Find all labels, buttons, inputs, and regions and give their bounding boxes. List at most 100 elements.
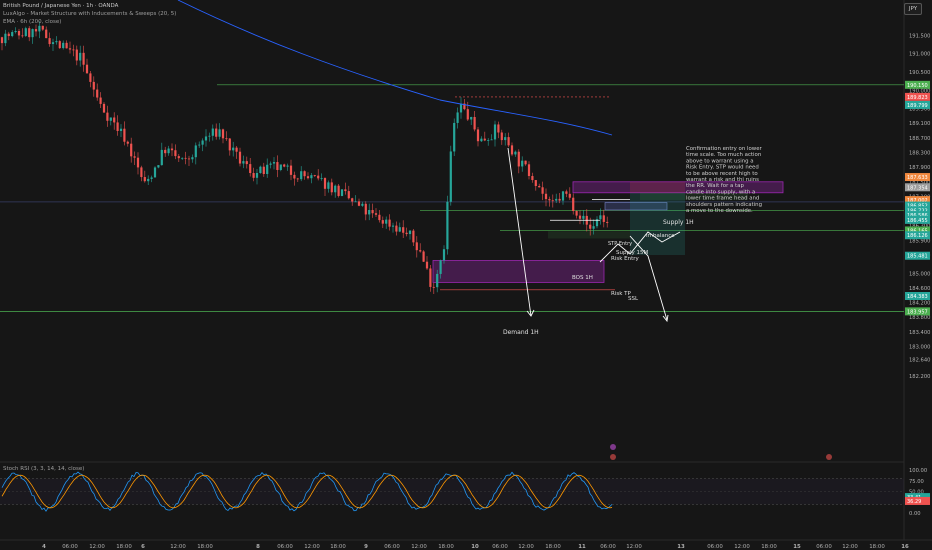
indicator-ema[interactable]: EMA · 6h (200, close) [3,19,62,25]
candle-body [194,145,197,158]
candle-body [436,273,439,288]
arrow-line [629,235,668,321]
price-tick: 191.500 [909,33,930,39]
candle-body [7,33,10,37]
candle-body [466,109,469,120]
currency-button[interactable]: JPY [904,3,922,15]
candle-body [17,30,21,36]
candle-body [38,25,41,32]
candle-body [412,230,415,243]
candle-body [276,162,279,170]
price-label: 187.354 [907,185,928,191]
candle-body [371,210,374,214]
candle-body [102,103,106,113]
candle-body [385,219,388,224]
confirmation-note: Confirmation entry on lower time scale. T… [686,146,763,214]
candle-body [41,25,44,30]
candle-body [24,28,27,36]
candle-body [143,177,146,182]
candle-body [92,81,95,90]
candle-body [442,249,446,261]
candle-body [96,89,99,98]
candle-body [320,178,323,179]
candle-body [429,268,432,287]
time-tick: 12:00 [304,544,320,550]
candle-body [289,165,293,175]
imbalance-zone [640,192,748,201]
candle-body [340,189,344,196]
price-label-badge [905,80,930,89]
price-tick: 187.900 [909,165,930,171]
stp-entry-label: STP Entry [608,241,632,247]
candle-body [269,163,272,165]
price-scale [904,0,932,550]
candle-body [204,136,208,141]
candle-body [99,97,102,104]
stoch-tick: 0.00 [909,511,921,517]
stoch-label: 36.29 [907,499,921,505]
indicator-stoch-rsi[interactable]: Stoch RSI (3, 3, 14, 14, close) [3,466,85,472]
candle-body [113,117,116,123]
price-label-badge [905,201,930,210]
candle-body [361,203,364,206]
time-tick: 4 [42,544,46,550]
candle-body [470,117,473,120]
price-tick: 184.200 [909,301,930,307]
candle-body [116,122,119,131]
candle-body [561,191,565,201]
candle-body [483,138,486,141]
candle-body [313,175,316,176]
candle-body [592,226,595,229]
candle-body [432,286,435,288]
candle-body [31,29,34,38]
candle-body [527,164,531,177]
candle-body [133,156,136,158]
candle-body [123,128,126,142]
candle-body [106,112,109,121]
stoch-tick: 50.00 [909,490,924,496]
main-pane [0,0,904,462]
price-tick: 191.000 [909,52,930,58]
time-tick: 06:00 [384,544,400,550]
time-tick: 18:00 [869,544,885,550]
candle-body [286,165,289,167]
supply-15m-zone [604,202,668,211]
time-tick: 12:00 [411,544,427,550]
candle-body [398,227,401,232]
candle-body [21,35,24,37]
time-tick: 18:00 [761,544,777,550]
candle-body [354,201,357,203]
candle-body [402,227,405,233]
stoch-tick: 100.00 [909,468,927,474]
candle-body [198,144,201,146]
candle-body [262,166,265,174]
candle-body [463,103,466,110]
candle-body [187,158,191,160]
price-label-badge [905,211,930,220]
candle-body [497,124,500,133]
candle-body [582,215,585,219]
candle-body [595,219,599,227]
time-tick: 12:00 [170,544,186,550]
candle-body [170,148,174,151]
stoch-label-badge [905,496,930,505]
candle-body [208,135,211,137]
candle-body [487,140,490,141]
indicator-market-structure[interactable]: LuxAlgo - Market Structure with Induceme… [3,11,177,17]
supply-15m-label: Supply 15M [616,250,648,256]
candle-body [181,157,184,159]
candle-body [490,139,493,141]
candle-body [422,251,425,262]
candle-body [555,198,558,201]
time-tick: 9 [364,544,368,550]
price-tick: 188.700 [909,136,930,142]
candle-body [534,180,537,186]
time-tick: 6 [141,544,145,550]
candle-body [456,112,459,123]
candle-body [68,48,72,50]
candle-body [453,122,456,152]
chart-title[interactable]: British Pound / Japanese Yen · 1h · OAND… [3,3,119,9]
time-tick: 18:00 [545,544,561,550]
